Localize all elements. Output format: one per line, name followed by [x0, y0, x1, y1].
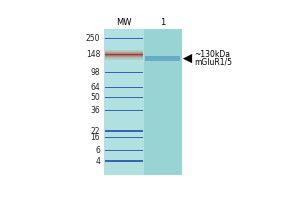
Bar	[105, 72, 143, 73]
Bar	[104, 29, 182, 175]
Text: 6: 6	[95, 146, 100, 155]
Bar	[105, 87, 143, 88]
Bar	[105, 57, 143, 58]
Bar	[105, 110, 143, 111]
Bar	[105, 53, 143, 54]
Bar	[105, 52, 143, 53]
Text: 64: 64	[91, 83, 100, 92]
Bar	[105, 51, 143, 52]
Bar	[105, 38, 143, 39]
Text: 4: 4	[95, 157, 100, 166]
Bar	[105, 59, 143, 60]
Bar	[105, 160, 143, 162]
Bar	[105, 130, 143, 132]
Bar	[105, 55, 143, 56]
Bar	[105, 97, 143, 98]
Text: 50: 50	[91, 93, 100, 102]
Bar	[146, 56, 181, 61]
Text: 36: 36	[91, 106, 100, 115]
Text: mGluR1/5: mGluR1/5	[194, 58, 232, 67]
Bar	[105, 58, 143, 59]
Bar	[105, 56, 143, 57]
Text: 148: 148	[86, 50, 100, 59]
Bar	[144, 29, 182, 175]
Bar	[104, 29, 144, 175]
Bar	[105, 150, 143, 151]
Text: 250: 250	[86, 34, 100, 43]
Bar	[105, 54, 143, 55]
Text: 98: 98	[91, 68, 100, 77]
Bar	[105, 137, 143, 138]
Text: ~130kDa: ~130kDa	[194, 50, 230, 59]
Text: 16: 16	[91, 133, 100, 142]
Bar	[105, 50, 143, 51]
Polygon shape	[183, 54, 192, 63]
Text: 22: 22	[91, 127, 100, 136]
Bar	[105, 54, 143, 55]
Text: 1: 1	[160, 18, 166, 27]
Text: MW: MW	[116, 18, 132, 27]
